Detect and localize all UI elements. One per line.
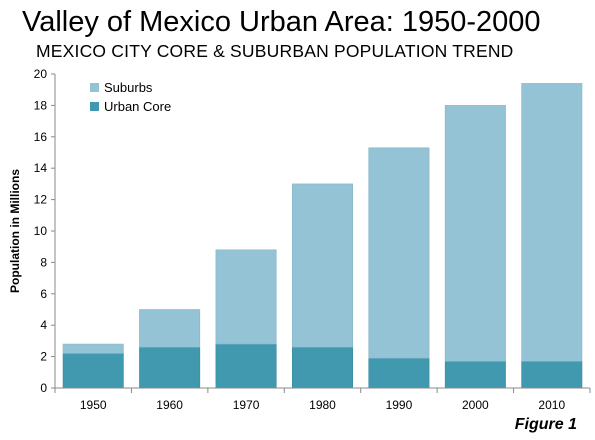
bar-suburbs-2000 — [444, 105, 506, 362]
y-tick-label: 14 — [34, 161, 48, 175]
y-tick-label: 18 — [34, 98, 48, 112]
bar-suburbs-1950 — [62, 343, 124, 354]
plot-area — [62, 83, 583, 389]
x-tick-label: 1950 — [80, 398, 107, 412]
bar-suburbs-1970 — [215, 249, 277, 345]
legend: Suburbs Urban Core — [90, 80, 171, 114]
bar-urban-core-1980 — [292, 346, 353, 389]
x-tick-label: 1960 — [156, 398, 183, 412]
bar-urban-core-1970 — [215, 343, 277, 389]
y-tick-label: 10 — [34, 224, 48, 238]
y-tick-label: 12 — [34, 193, 48, 207]
legend-label-suburbs: Suburbs — [104, 80, 153, 95]
x-tick-label: 1970 — [233, 398, 260, 412]
bar-urban-core-1950 — [62, 353, 124, 389]
bar-urban-core-2000 — [444, 361, 506, 389]
y-tick-label: 4 — [40, 318, 47, 332]
legend-label-urban-core: Urban Core — [104, 99, 171, 114]
y-tick-label: 16 — [34, 130, 48, 144]
x-tick-label: 2000 — [462, 398, 489, 412]
bar-suburbs-1980 — [292, 183, 353, 348]
x-tick-label: 1990 — [386, 398, 413, 412]
y-tick-label: 8 — [40, 255, 47, 269]
y-tick-label: 6 — [40, 287, 47, 301]
axes: 0 2 4 6 8 10 12 14 16 18 20 1950 1960 1970 1980 1990 200… — [34, 67, 591, 412]
bar-urban-core-2010 — [521, 361, 583, 389]
bar-urban-core-1990 — [368, 357, 430, 389]
legend-swatch-urban-core — [90, 102, 99, 111]
y-tick-label: 0 — [40, 381, 47, 395]
y-tick-label: 20 — [34, 67, 48, 81]
figure-label: Figure 1 — [514, 416, 577, 433]
y-axis-label: Population in Millions — [8, 169, 22, 293]
y-tick-label: 2 — [40, 350, 47, 364]
bar-suburbs-1960 — [139, 309, 201, 348]
x-tick-label: 2010 — [538, 398, 565, 412]
legend-swatch-suburbs — [90, 83, 99, 92]
bar-suburbs-1990 — [368, 147, 430, 359]
chart-subtitle: MEXICO CITY CORE & SUBURBAN POPULATION T… — [36, 41, 514, 61]
chart-title: Valley of Mexico Urban Area: 1950-2000 — [22, 6, 541, 38]
bar-urban-core-1960 — [139, 346, 201, 389]
bar-suburbs-2010 — [521, 83, 583, 362]
x-tick-label: 1980 — [309, 398, 336, 412]
